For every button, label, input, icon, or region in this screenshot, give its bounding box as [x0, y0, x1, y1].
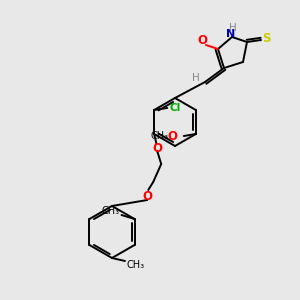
- Text: O: O: [142, 190, 152, 203]
- Text: O: O: [168, 130, 178, 142]
- Text: H: H: [192, 73, 200, 83]
- Text: O: O: [197, 34, 207, 47]
- Text: H: H: [229, 23, 237, 33]
- Text: N: N: [226, 29, 236, 39]
- Text: O: O: [152, 142, 162, 154]
- Text: CH₃: CH₃: [101, 206, 120, 216]
- Text: CH₃: CH₃: [127, 260, 145, 270]
- Text: Cl: Cl: [169, 103, 181, 113]
- Text: CH₃: CH₃: [151, 131, 169, 141]
- Text: S: S: [262, 32, 270, 44]
